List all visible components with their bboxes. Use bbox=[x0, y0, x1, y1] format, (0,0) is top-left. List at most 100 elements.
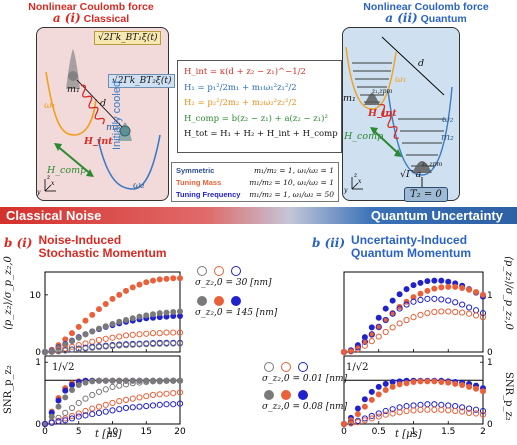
b-i-sigma-large: σ_z₂,0 = 145 [nm] bbox=[195, 308, 278, 318]
y-tick-label-1-1: 1 bbox=[35, 358, 41, 368]
data-point-1-2-8 bbox=[96, 377, 102, 384]
data-point-0-0-17 bbox=[156, 276, 163, 283]
panel-a-i-label: a (i) bbox=[52, 11, 81, 25]
classical-m2-label: m₂ bbox=[106, 122, 119, 133]
data-point-0-3-12 bbox=[122, 332, 130, 339]
data-point-1-4-15 bbox=[143, 393, 150, 400]
data-point-3-3-15 bbox=[445, 407, 452, 414]
omega1-well bbox=[45, 71, 97, 136]
data-point-3-2-6 bbox=[382, 407, 389, 415]
panel-a-i-header: Nonlinear Coulomb force a (i) Classical bbox=[6, 2, 176, 25]
data-point-2-3-8 bbox=[396, 320, 403, 327]
legend-tuning-mass: Tuning Mass m₁/m₂ = 10, ω₁/ω₂ = 1 bbox=[176, 178, 334, 187]
svg-text:z: z bbox=[46, 174, 51, 181]
data-point-3-2-9 bbox=[403, 402, 410, 410]
panel-a-i-header-line2: Classical bbox=[83, 13, 130, 25]
data-point-2-3-13 bbox=[431, 308, 438, 316]
data-point-2-2-4 bbox=[368, 331, 375, 338]
data-point-1-2-19 bbox=[170, 377, 177, 384]
data-point-2-2-7 bbox=[389, 310, 396, 317]
data-point-1-2-4 bbox=[69, 387, 75, 393]
data-point-1-4-14 bbox=[136, 394, 143, 401]
data-point-2-3-12 bbox=[424, 310, 431, 317]
panel-b-i-title-line2: Stochastic Momentum bbox=[38, 246, 167, 260]
data-point-1-4-3 bbox=[62, 415, 69, 422]
data-point-3-1-2 bbox=[354, 411, 361, 418]
b-ii-ylabel-top: ⟨p_z₂⟩/σ_p_z₂,0 bbox=[503, 256, 514, 330]
quantum-hint-label: H_int bbox=[368, 108, 397, 119]
data-point-0-2-6 bbox=[82, 331, 89, 338]
data-point-2-2-13 bbox=[431, 295, 438, 302]
classical-diagram: z x y bbox=[36, 49, 161, 196]
open-circle-orange bbox=[214, 266, 224, 276]
data-point-0-0-4 bbox=[69, 330, 75, 337]
svg-text:y: y bbox=[36, 189, 41, 196]
data-point-2-3-11 bbox=[417, 311, 424, 318]
data-point-3-3-17 bbox=[459, 408, 466, 415]
panel-b-ii-title: b (ii) Uncertainty-Induced Quantum Momen… bbox=[312, 234, 517, 260]
y-tick-label-2-1: 1 bbox=[487, 291, 493, 301]
data-point-2-3-6 bbox=[382, 328, 389, 336]
data-point-0-3-11 bbox=[116, 333, 123, 340]
data-point-2-0-12 bbox=[424, 278, 431, 285]
data-point-1-2-1 bbox=[48, 413, 55, 420]
data-point-2-2-5 bbox=[375, 323, 382, 330]
data-point-3-3-13 bbox=[431, 406, 438, 413]
data-point-1-4-11 bbox=[116, 398, 123, 405]
data-point-3-1-14 bbox=[438, 378, 445, 385]
data-point-2-3-5 bbox=[375, 333, 382, 340]
panel-a-i-box bbox=[36, 27, 169, 201]
panel-a-ii-header-line1: Nonlinear Coulomb force bbox=[363, 1, 489, 13]
data-point-1-3-3 bbox=[62, 409, 69, 416]
data-point-3-2-8 bbox=[396, 404, 403, 411]
data-point-0-5-16 bbox=[149, 340, 157, 348]
b-i-sigma-legend: σ_z₂,0 = 30 [nm] σ_z₂,0 = 145 [nm] bbox=[195, 266, 295, 318]
b-ii-sigma-small: σ_z₂,0 = 0.01 [nm] bbox=[262, 374, 348, 384]
data-point-0-5-0 bbox=[41, 348, 49, 356]
data-point-3-1-18 bbox=[466, 383, 473, 390]
b-i-ylabel-bottom: SNR_p_z₂ bbox=[3, 365, 14, 414]
data-point-2-1-10 bbox=[410, 294, 417, 301]
data-point-0-5-3 bbox=[62, 347, 69, 354]
data-point-0-3-14 bbox=[136, 331, 143, 338]
data-point-1-4-17 bbox=[156, 391, 163, 398]
data-point-0-0-19 bbox=[170, 275, 177, 282]
svg-text:z: z bbox=[353, 172, 358, 179]
data-point-1-2-9 bbox=[102, 377, 109, 384]
data-point-0-0-8 bbox=[96, 306, 102, 313]
data-point-1-2-5 bbox=[75, 382, 82, 389]
axes-triad-a-i bbox=[44, 179, 56, 192]
filled-circle-blue-2 bbox=[298, 390, 308, 400]
y-tick-label-1-0: 0 bbox=[35, 420, 41, 430]
hamiltonian-box: H_int = κ(d + z₂ − z₁)^−1/2 H₁ = p₁²/2m₁… bbox=[177, 60, 342, 153]
data-point-1-4-20 bbox=[176, 389, 184, 396]
data-point-1-3-20 bbox=[176, 377, 184, 384]
data-point-1-4-6 bbox=[82, 407, 89, 415]
legend-tuning-frequency: Tuning Frequency m₁/m₂ = 1, ω₁/ω₂ = 50 bbox=[176, 190, 334, 199]
quantum-d-label: d bbox=[418, 58, 425, 69]
data-point-3-2-10 bbox=[410, 402, 417, 409]
data-point-0-3-9 bbox=[102, 335, 109, 342]
data-point-0-5-7 bbox=[89, 344, 96, 351]
data-point-3-3-5 bbox=[375, 413, 382, 420]
quantum-gamma-label: √Γ a bbox=[400, 169, 422, 180]
data-point-1-2-20 bbox=[177, 377, 183, 384]
filled-circle-blue bbox=[231, 296, 241, 306]
data-point-2-1-17 bbox=[459, 285, 466, 291]
quantum-z2-label: z₂,zpm bbox=[422, 161, 443, 168]
filled-circle-gray bbox=[197, 296, 207, 306]
data-point-1-4-4 bbox=[68, 412, 76, 420]
data-point-1-2-10 bbox=[109, 377, 116, 384]
q-interaction-spring bbox=[379, 104, 399, 139]
data-point-1-5-18 bbox=[163, 401, 170, 408]
open-circle-orange-2 bbox=[281, 362, 291, 372]
data-point-0-5-1 bbox=[48, 348, 55, 355]
data-point-0-0-15 bbox=[143, 279, 150, 286]
data-point-2-0-5 bbox=[375, 314, 382, 321]
panel-a-i-header-line1: Nonlinear Coulomb force bbox=[28, 1, 154, 13]
data-point-3-1-15 bbox=[445, 379, 452, 386]
data-point-2-2-2 bbox=[354, 344, 361, 351]
data-point-3-2-7 bbox=[389, 406, 396, 413]
data-point-0-2-9 bbox=[102, 323, 109, 330]
